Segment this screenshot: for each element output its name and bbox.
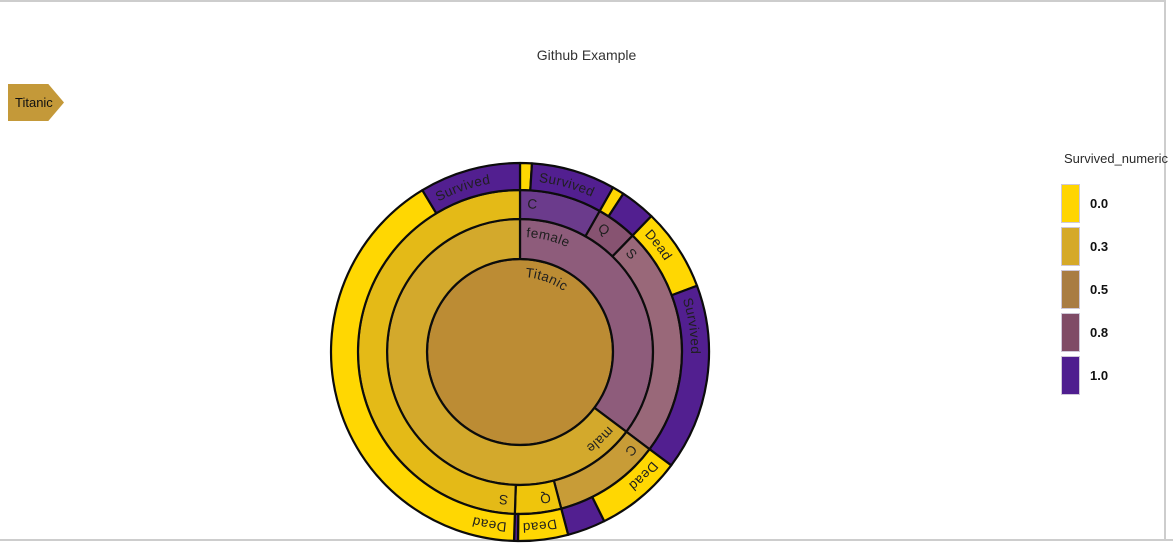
legend-entry-label: 0.8: [1090, 325, 1109, 340]
sunburst-chart: TitanicfemalemaleCQSCQSSurvivedDeadSurvi…: [329, 161, 711, 543]
sunburst-segment-outcome-11[interactable]: [421, 161, 522, 215]
sunburst-label: Q: [539, 490, 552, 507]
sunburst-label: S: [498, 492, 509, 508]
legend-entry: 1.0: [1061, 356, 1171, 395]
legend-swatch: [1061, 227, 1080, 266]
legend: Survived_numeric 0.0 0.3 0.5 0.8 1.0: [1061, 151, 1171, 399]
right-divider: [1164, 0, 1166, 540]
legend-swatch: [1061, 313, 1080, 352]
legend-entry: 0.0: [1061, 184, 1171, 223]
breadcrumb-label: Titanic: [15, 95, 53, 110]
sunburst-segment-embarked-4[interactable]: [513, 479, 563, 516]
legend-swatch: [1061, 184, 1080, 223]
breadcrumb[interactable]: Titanic: [8, 84, 64, 121]
legend-entry: 0.3: [1061, 227, 1171, 266]
legend-entry-label: 0.5: [1090, 282, 1109, 297]
sunburst-label: C: [527, 196, 538, 212]
legend-entry-label: 0.0: [1090, 196, 1109, 211]
legend-entry: 0.5: [1061, 270, 1171, 309]
legend-entry-label: 1.0: [1090, 368, 1109, 383]
page-title: Github Example: [536, 47, 637, 63]
legend-swatch: [1061, 270, 1080, 309]
top-divider: [0, 0, 1165, 2]
legend-title: Survived_numeric: [1064, 151, 1169, 166]
legend-entry-label: 0.3: [1090, 239, 1109, 254]
legend-entry: 0.8: [1061, 313, 1171, 352]
legend-swatch: [1061, 356, 1080, 395]
legend-items: 0.0 0.3 0.5 0.8 1.0: [1061, 184, 1171, 395]
sunburst-label: Dead: [470, 514, 507, 535]
bottom-divider: [0, 539, 1173, 541]
sunburst-label: Dead: [522, 516, 558, 535]
